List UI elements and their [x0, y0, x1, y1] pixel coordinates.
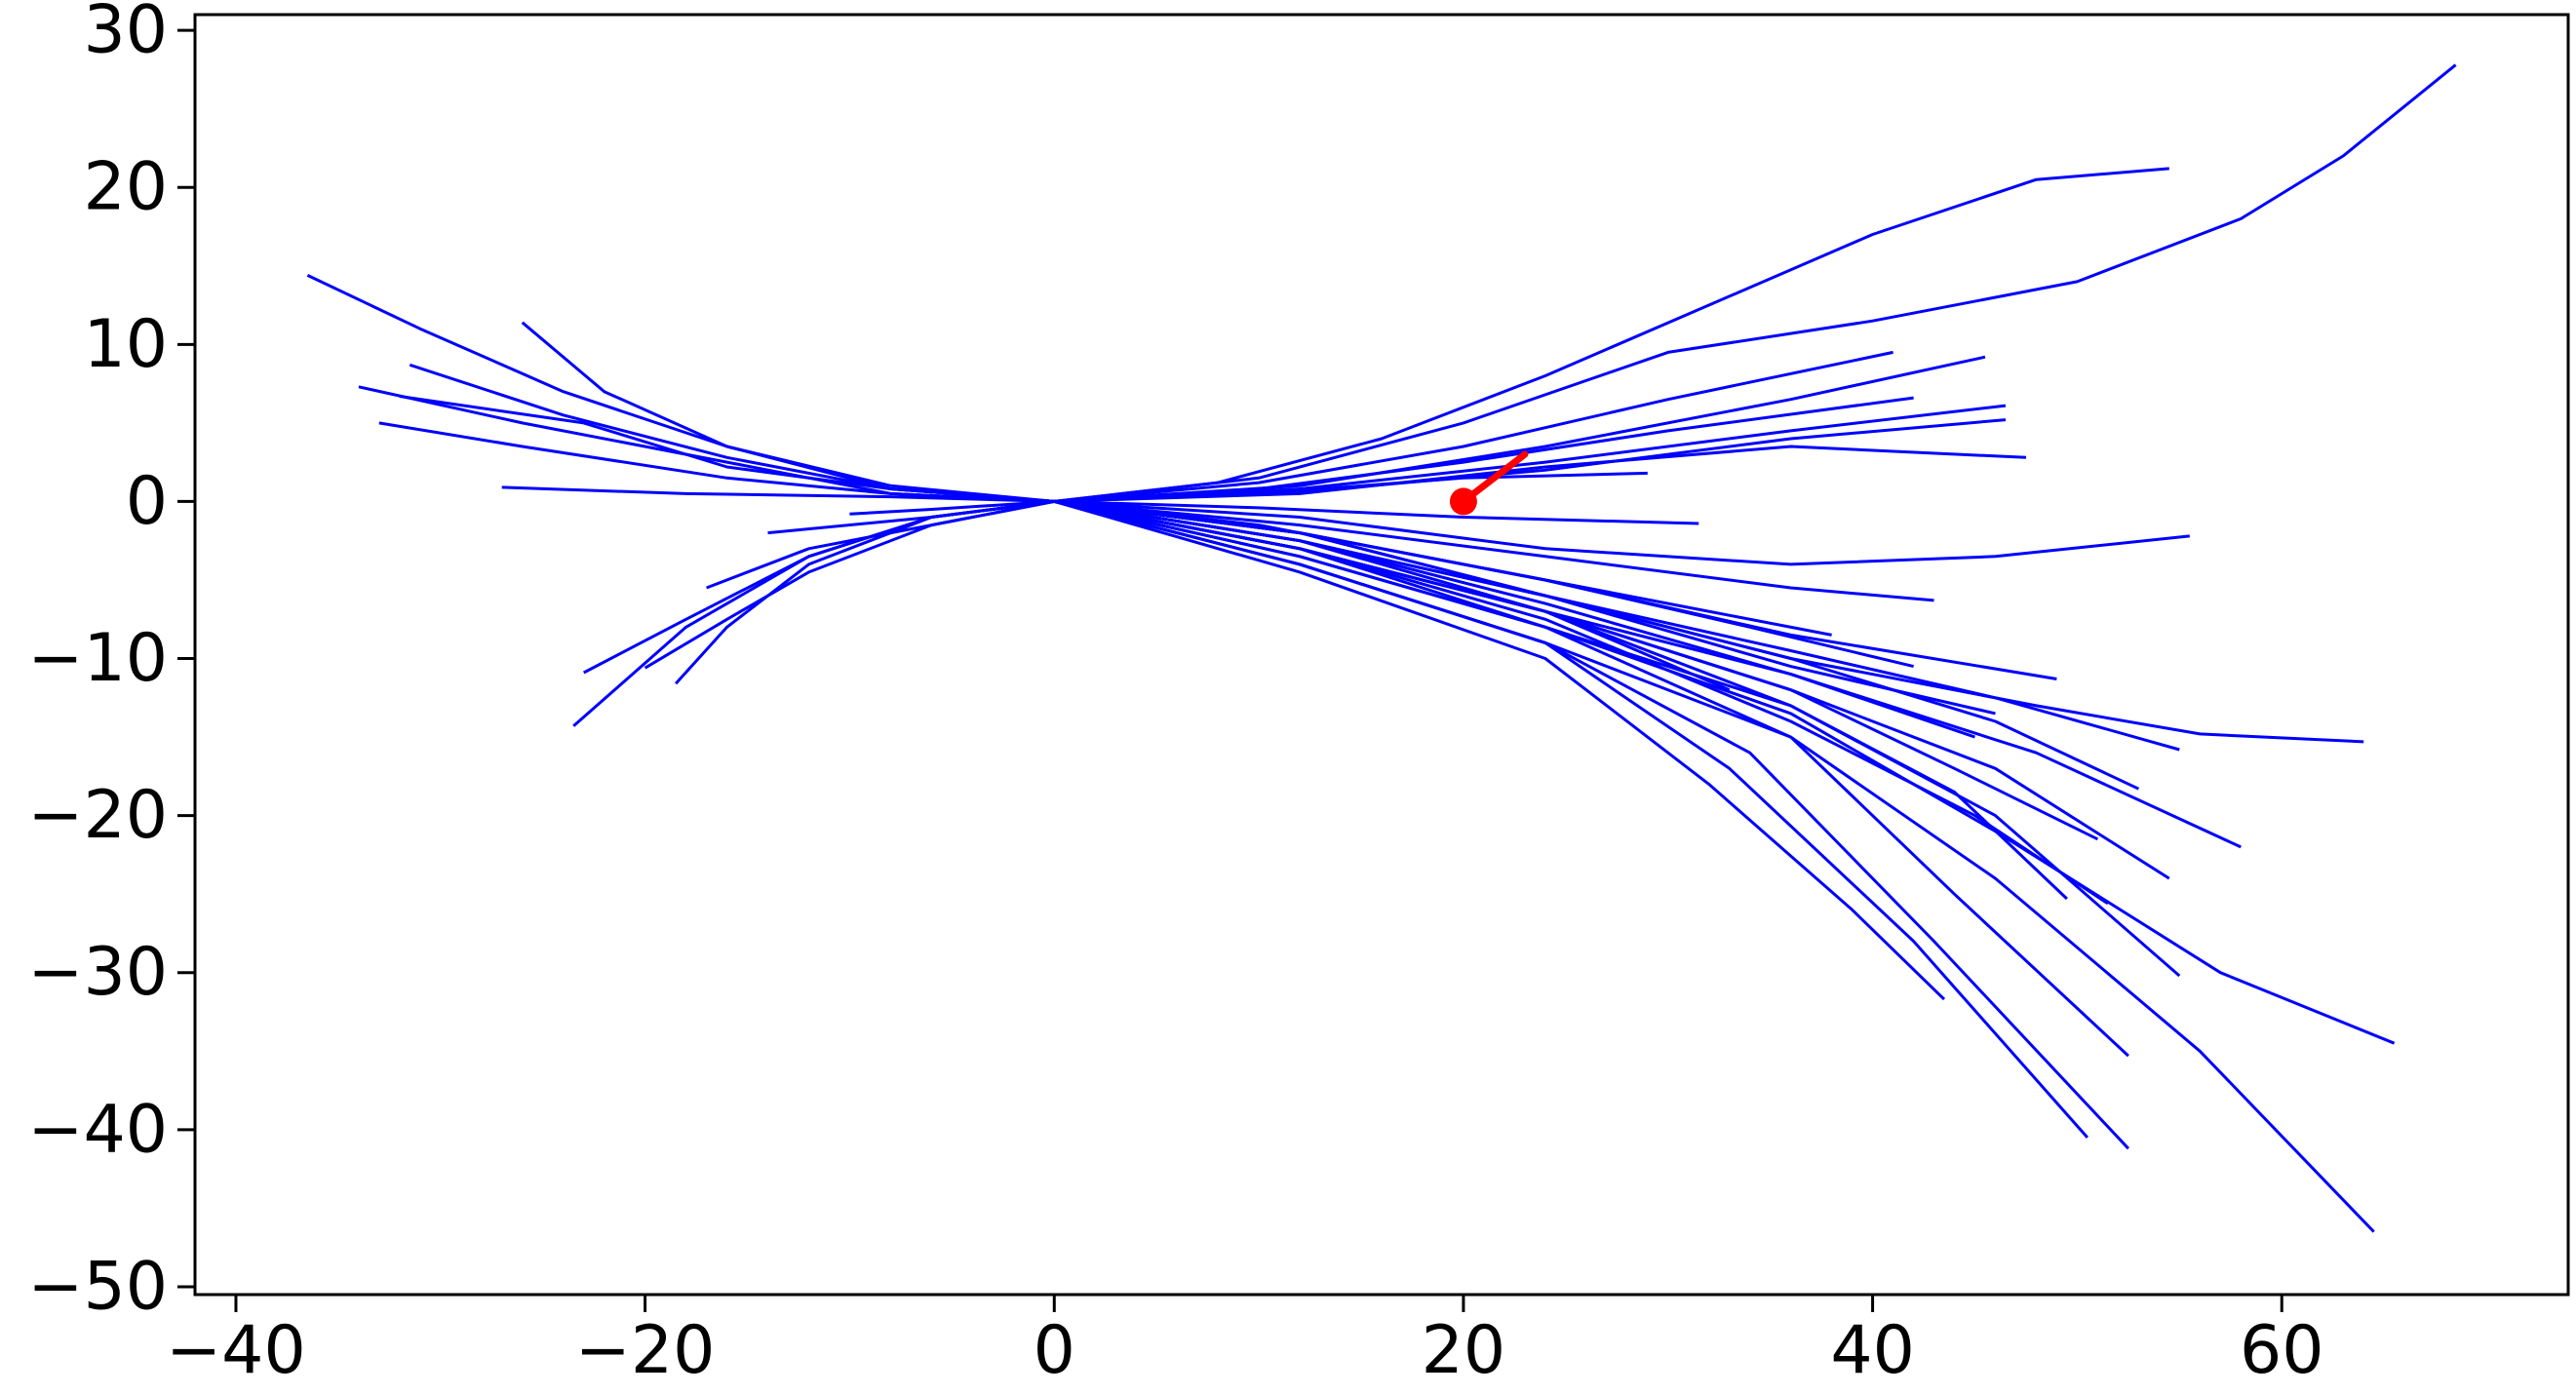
trajectory-line-32 [1054, 499, 1832, 637]
trajectory-line-19 [1053, 499, 2396, 1045]
trajectory-line-2 [1054, 350, 1893, 503]
y-tick-label: −40 [27, 1091, 168, 1168]
x-tick-label: −40 [166, 1312, 306, 1389]
trajectory-line-46 [849, 499, 1055, 516]
trajectory-line-38 [399, 395, 1055, 503]
plot-frame [193, 13, 2570, 1297]
y-tick-label: 0 [126, 463, 168, 540]
trajectory-line-10 [1054, 499, 2190, 566]
y-tick-label: 10 [83, 306, 168, 383]
x-tick-label: −20 [575, 1312, 716, 1389]
series-layer [306, 63, 2457, 1233]
trajectory-line-4 [1054, 404, 2007, 503]
trajectory-line-37 [378, 421, 1055, 503]
y-tick-label: 20 [83, 149, 168, 226]
trajectory-line-1 [1054, 63, 2457, 503]
trajectory-line-29 [1054, 499, 1975, 739]
trajectory-line-9 [1054, 499, 1699, 525]
trajectory-line-39 [501, 485, 1055, 503]
y-tick-label: 30 [83, 0, 168, 69]
marker-layer [1449, 450, 1529, 516]
trajectory-line-7 [1054, 396, 1914, 503]
y-tick-label: −50 [27, 1248, 168, 1325]
trajectory-line-45 [767, 499, 1055, 535]
x-tick-label: 60 [2240, 1312, 2324, 1389]
trajectory-line-31 [1054, 499, 1731, 692]
x-tick-label: 40 [1830, 1312, 1915, 1389]
trajectory-line-23 [1053, 499, 1946, 1001]
x-tick-label: 0 [1034, 1312, 1075, 1389]
y-tick-label: −30 [27, 934, 168, 1011]
trajectory-line-8 [1054, 471, 1648, 503]
trajectory-line-11 [1054, 499, 1934, 602]
marker-point [1449, 487, 1477, 516]
trajectory-line-44 [706, 499, 1055, 590]
x-axis: −40 −20 0 20 40 60 [166, 1295, 2324, 1389]
x-tick-label: 20 [1422, 1312, 1506, 1389]
trajectory-line-34 [521, 321, 1055, 503]
y-axis: −50 −40 −30 −20 −10 0 10 20 30 [27, 0, 195, 1325]
y-tick-label: −20 [27, 777, 168, 854]
y-tick-label: −10 [27, 620, 168, 697]
trajectory-line-22 [1053, 499, 2089, 1139]
trajectory-line-0 [1054, 167, 2169, 503]
